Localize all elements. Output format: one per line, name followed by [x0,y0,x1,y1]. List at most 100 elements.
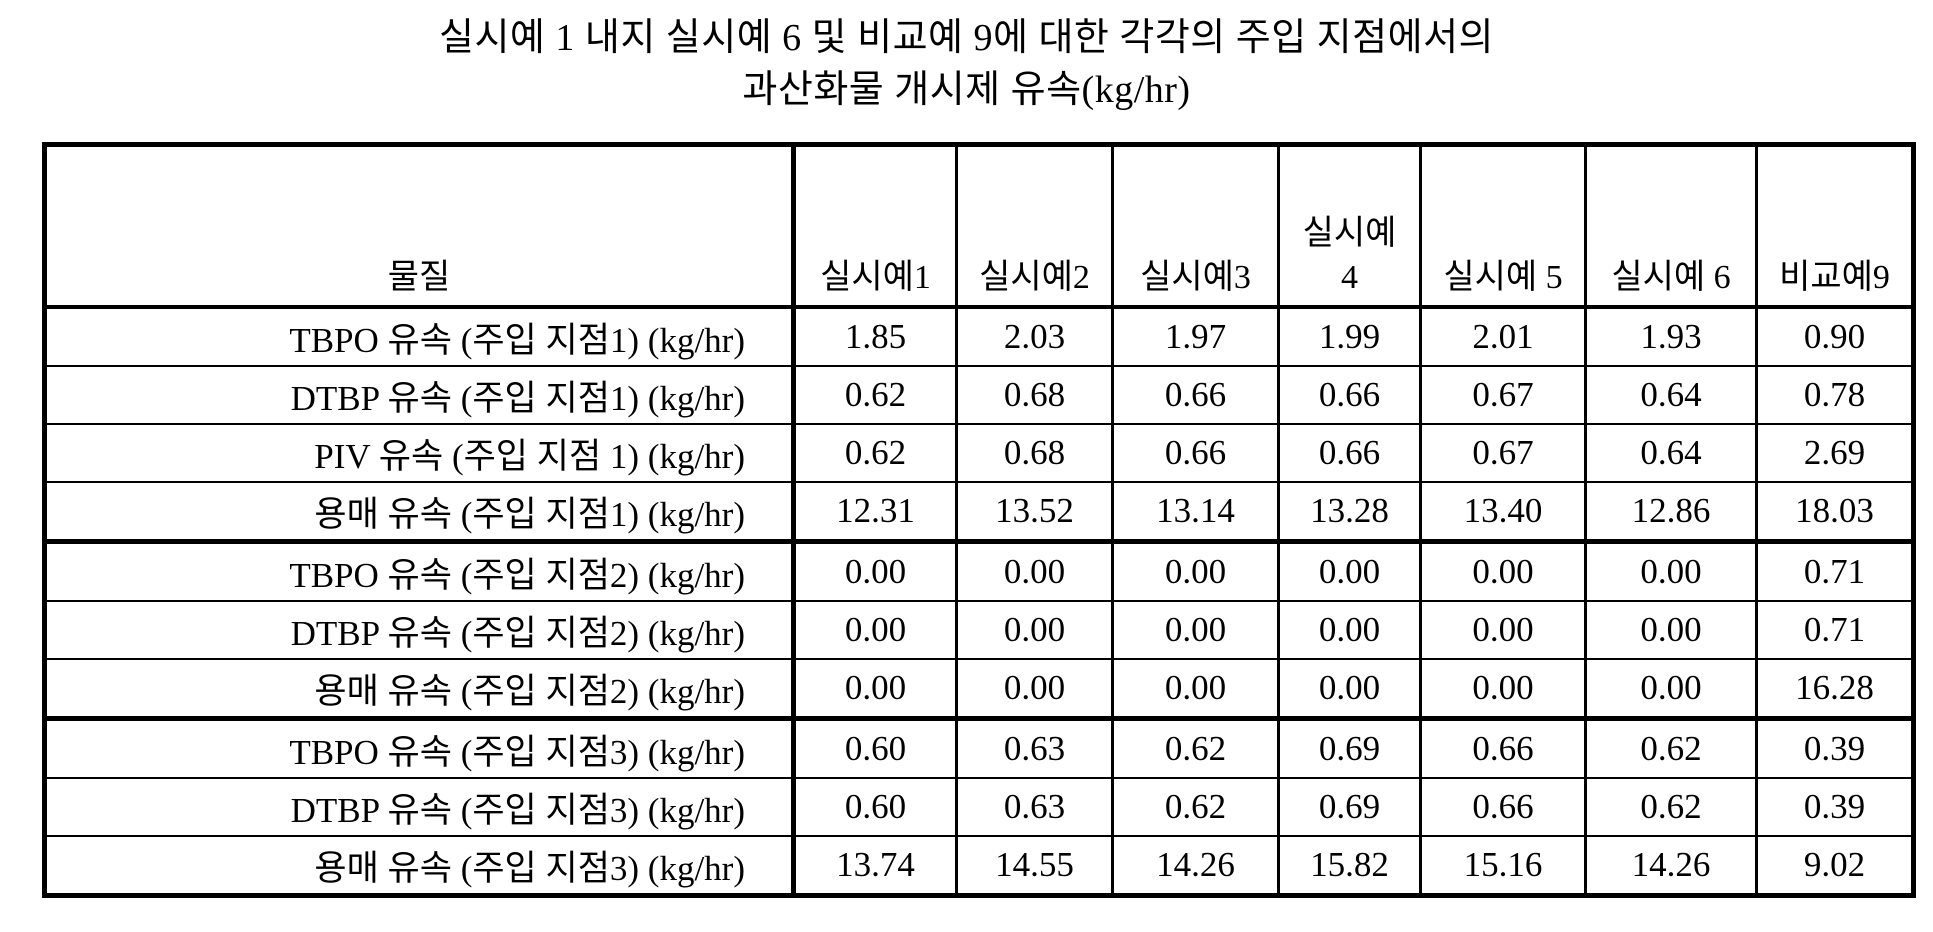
table-row: DTBP 유속 (주입 지점3) (kg/hr) 0.60 0.63 0.62 … [43,777,1915,837]
cell-value: 0.64 [1584,423,1758,483]
cell-value: 13.74 [792,835,958,898]
table-row: PIV 유속 (주입 지점 1) (kg/hr) 0.62 0.68 0.66 … [43,423,1915,483]
cell-value: 0.60 [792,777,958,837]
cell-value: 2.03 [955,306,1114,367]
header-example-1: 실시예1 [792,143,958,309]
cell-value: 0.62 [792,365,958,425]
cell-value: 14.26 [1584,835,1758,898]
cell-value: 14.26 [1111,835,1280,898]
cell-value: 0.66 [1111,423,1280,483]
cell-value: 0.00 [792,540,958,602]
header-example-6: 실시예 6 [1584,143,1758,309]
cell-value: 0.62 [1584,717,1758,779]
cell-value: 0.71 [1755,600,1915,660]
cell-value: 0.62 [1111,777,1280,837]
cell-value: 0.00 [1584,600,1758,660]
cell-value: 0.66 [1111,365,1280,425]
cell-value: 0.00 [955,540,1114,602]
row-label: PIV 유속 (주입 지점 1) (kg/hr) [43,423,796,483]
cell-value: 18.03 [1755,481,1915,544]
cell-value: 1.85 [792,306,958,367]
header-material: 물질 [43,143,796,309]
cell-value: 9.02 [1755,835,1915,898]
cell-value: 14.55 [955,835,1114,898]
cell-value: 13.28 [1277,481,1422,544]
cell-value: 0.68 [955,423,1114,483]
header-example-4: 실시예 4 [1277,143,1422,309]
row-label: 용매 유속 (주입 지점2) (kg/hr) [43,658,796,721]
cell-value: 0.67 [1419,423,1587,483]
cell-value: 0.00 [1111,600,1280,660]
cell-value: 0.00 [1419,600,1587,660]
cell-value: 0.00 [1111,658,1280,721]
row-label: TBPO 유속 (주입 지점2) (kg/hr) [43,540,796,602]
table-row: TBPO 유속 (주입 지점2) (kg/hr) 0.00 0.00 0.00 … [43,540,1915,602]
cell-value: 0.00 [1277,658,1422,721]
cell-value: 0.90 [1755,306,1915,367]
cell-value: 0.00 [1419,540,1587,602]
cell-value: 0.69 [1277,777,1422,837]
row-label: TBPO 유속 (주입 지점1) (kg/hr) [43,306,796,367]
cell-value: 0.67 [1419,365,1587,425]
cell-value: 0.69 [1277,717,1422,779]
cell-value: 0.00 [1111,540,1280,602]
row-label: 용매 유속 (주입 지점1) (kg/hr) [43,481,796,544]
cell-value: 0.00 [792,600,958,660]
cell-value: 0.62 [1111,717,1280,779]
initiator-flow-rate-table: 물질 실시예1 실시예2 실시예3 실시예 4 실시예 5 실시예 6 비교예9… [42,142,1916,898]
cell-value: 0.63 [955,777,1114,837]
header-row: 물질 실시예1 실시예2 실시예3 실시예 4 실시예 5 실시예 6 비교예9 [43,143,1915,309]
table-row: TBPO 유속 (주입 지점3) (kg/hr) 0.60 0.63 0.62 … [43,717,1915,779]
cell-value: 0.64 [1584,365,1758,425]
page-title: 실시예 1 내지 실시예 6 및 비교예 9에 대한 각각의 주입 지점에서의 … [0,0,1933,116]
cell-value: 15.16 [1419,835,1587,898]
table-row: 용매 유속 (주입 지점2) (kg/hr) 0.00 0.00 0.00 0.… [43,658,1915,721]
cell-value: 0.00 [1419,658,1587,721]
cell-value: 0.00 [1277,600,1422,660]
row-label: 용매 유속 (주입 지점3) (kg/hr) [43,835,796,898]
cell-value: 0.71 [1755,540,1915,602]
table-row: TBPO 유속 (주입 지점1) (kg/hr) 1.85 2.03 1.97 … [43,306,1915,367]
cell-value: 13.52 [955,481,1114,544]
cell-value: 0.00 [1584,658,1758,721]
row-label: DTBP 유속 (주입 지점3) (kg/hr) [43,777,796,837]
cell-value: 0.00 [1277,540,1422,602]
cell-value: 12.86 [1584,481,1758,544]
cell-value: 13.40 [1419,481,1587,544]
cell-value: 13.14 [1111,481,1280,544]
cell-value: 0.39 [1755,717,1915,779]
header-comparative-9: 비교예9 [1755,143,1915,309]
cell-value: 0.66 [1277,423,1422,483]
row-label: TBPO 유속 (주입 지점3) (kg/hr) [43,717,796,779]
cell-value: 12.31 [792,481,958,544]
title-line-2: 과산화물 개시제 유속(kg/hr) [742,69,1191,111]
row-label: DTBP 유속 (주입 지점1) (kg/hr) [43,365,796,425]
cell-value: 0.00 [792,658,958,721]
cell-value: 0.66 [1419,717,1587,779]
table-row: DTBP 유속 (주입 지점1) (kg/hr) 0.62 0.68 0.66 … [43,365,1915,425]
table-row: 용매 유속 (주입 지점3) (kg/hr) 13.74 14.55 14.26… [43,835,1915,898]
cell-value: 15.82 [1277,835,1422,898]
cell-value: 0.66 [1277,365,1422,425]
cell-value: 1.93 [1584,306,1758,367]
header-example-3: 실시예3 [1111,143,1280,309]
table-row: DTBP 유속 (주입 지점2) (kg/hr) 0.00 0.00 0.00 … [43,600,1915,660]
cell-value: 0.00 [1584,540,1758,602]
title-line-1: 실시예 1 내지 실시예 6 및 비교예 9에 대한 각각의 주입 지점에서의 [438,17,1494,59]
cell-value: 0.78 [1755,365,1915,425]
cell-value: 0.62 [792,423,958,483]
cell-value: 16.28 [1755,658,1915,721]
cell-value: 0.68 [955,365,1114,425]
cell-value: 0.63 [955,717,1114,779]
cell-value: 2.69 [1755,423,1915,483]
cell-value: 0.00 [955,658,1114,721]
header-example-5: 실시예 5 [1419,143,1587,309]
row-label: DTBP 유속 (주입 지점2) (kg/hr) [43,600,796,660]
table-row: 용매 유속 (주입 지점1) (kg/hr) 12.31 13.52 13.14… [43,481,1915,544]
cell-value: 2.01 [1419,306,1587,367]
cell-value: 0.60 [792,717,958,779]
cell-value: 0.62 [1584,777,1758,837]
cell-value: 1.97 [1111,306,1280,367]
cell-value: 1.99 [1277,306,1422,367]
